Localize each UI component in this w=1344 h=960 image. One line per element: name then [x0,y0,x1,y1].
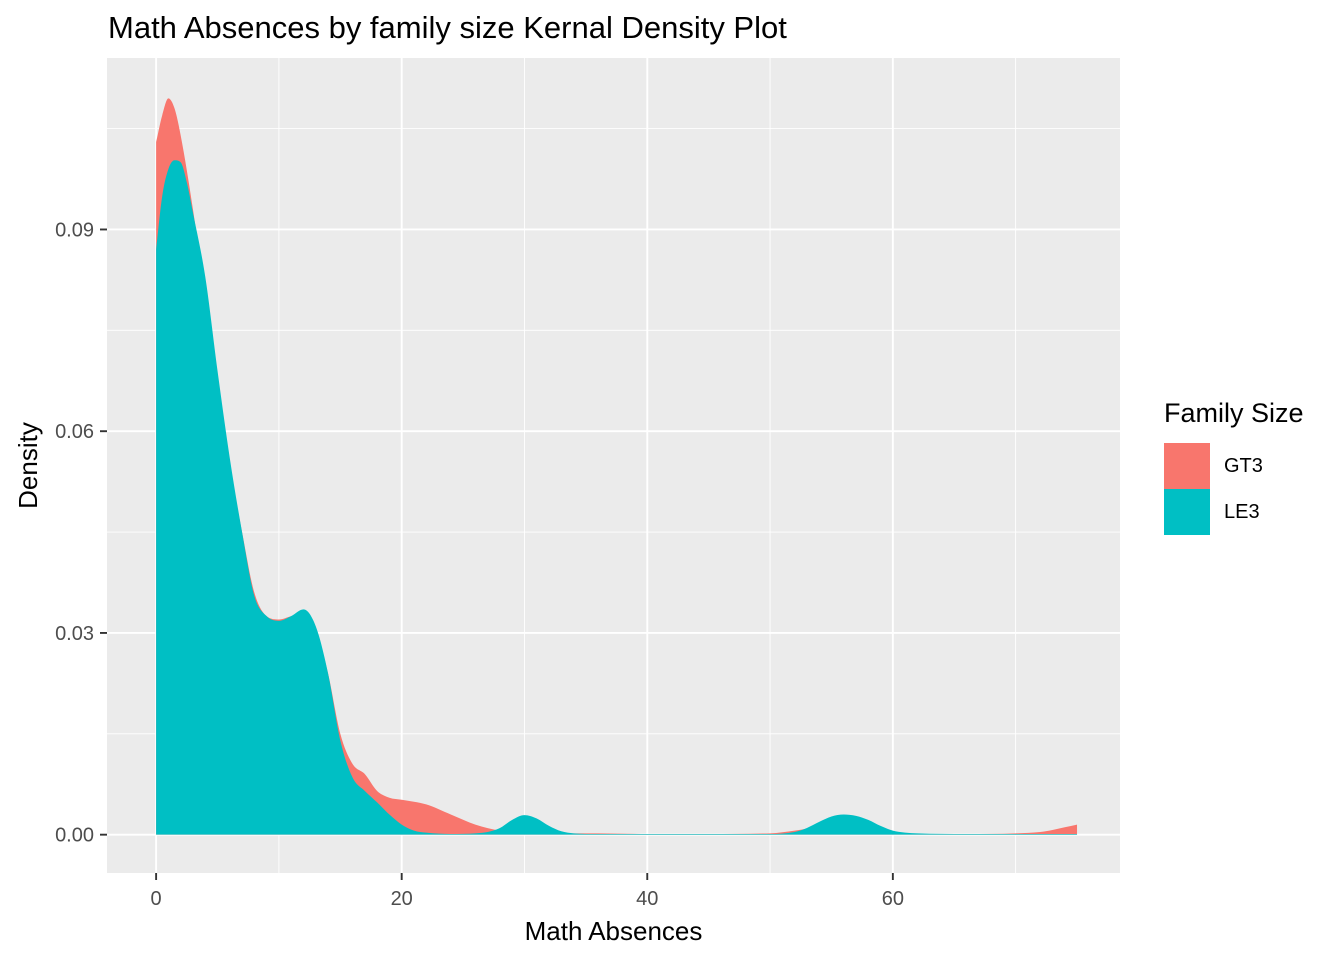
y-tick-label: 0.09 [55,219,94,241]
legend-swatch-le3 [1164,489,1210,535]
legend-item-le3: LE3 [1164,489,1324,535]
y-axis: 0.00 0.03 0.06 0.09 [55,219,107,847]
legend-title: Family Size [1164,398,1304,428]
y-tick-label: 0.03 [55,623,94,645]
x-tick-label: 20 [391,888,413,910]
chart-title: Math Absences by family size Kernal Dens… [108,10,787,45]
density-area-le3 [156,160,1078,835]
legend-label-gt3: GT3 [1224,455,1263,477]
y-tick-label: 0.06 [55,421,94,443]
x-axis: 0 20 40 60 [151,873,904,910]
x-tick-label: 0 [151,888,162,910]
x-tick-label: 60 [882,888,904,910]
x-axis-title: Math Absences [525,916,703,946]
major-gridlines [107,58,1120,873]
y-axis-title: Density [13,422,43,509]
legend: Family Size GT3 LE3 [1164,398,1304,535]
legend-label-le3: LE3 [1224,501,1260,523]
density-areas [156,98,1078,835]
y-tick-label: 0.00 [55,825,94,847]
legend-item-gt3: GT3 [1164,443,1324,489]
legend-swatch-gt3 [1164,443,1210,489]
x-tick-label: 40 [636,888,658,910]
